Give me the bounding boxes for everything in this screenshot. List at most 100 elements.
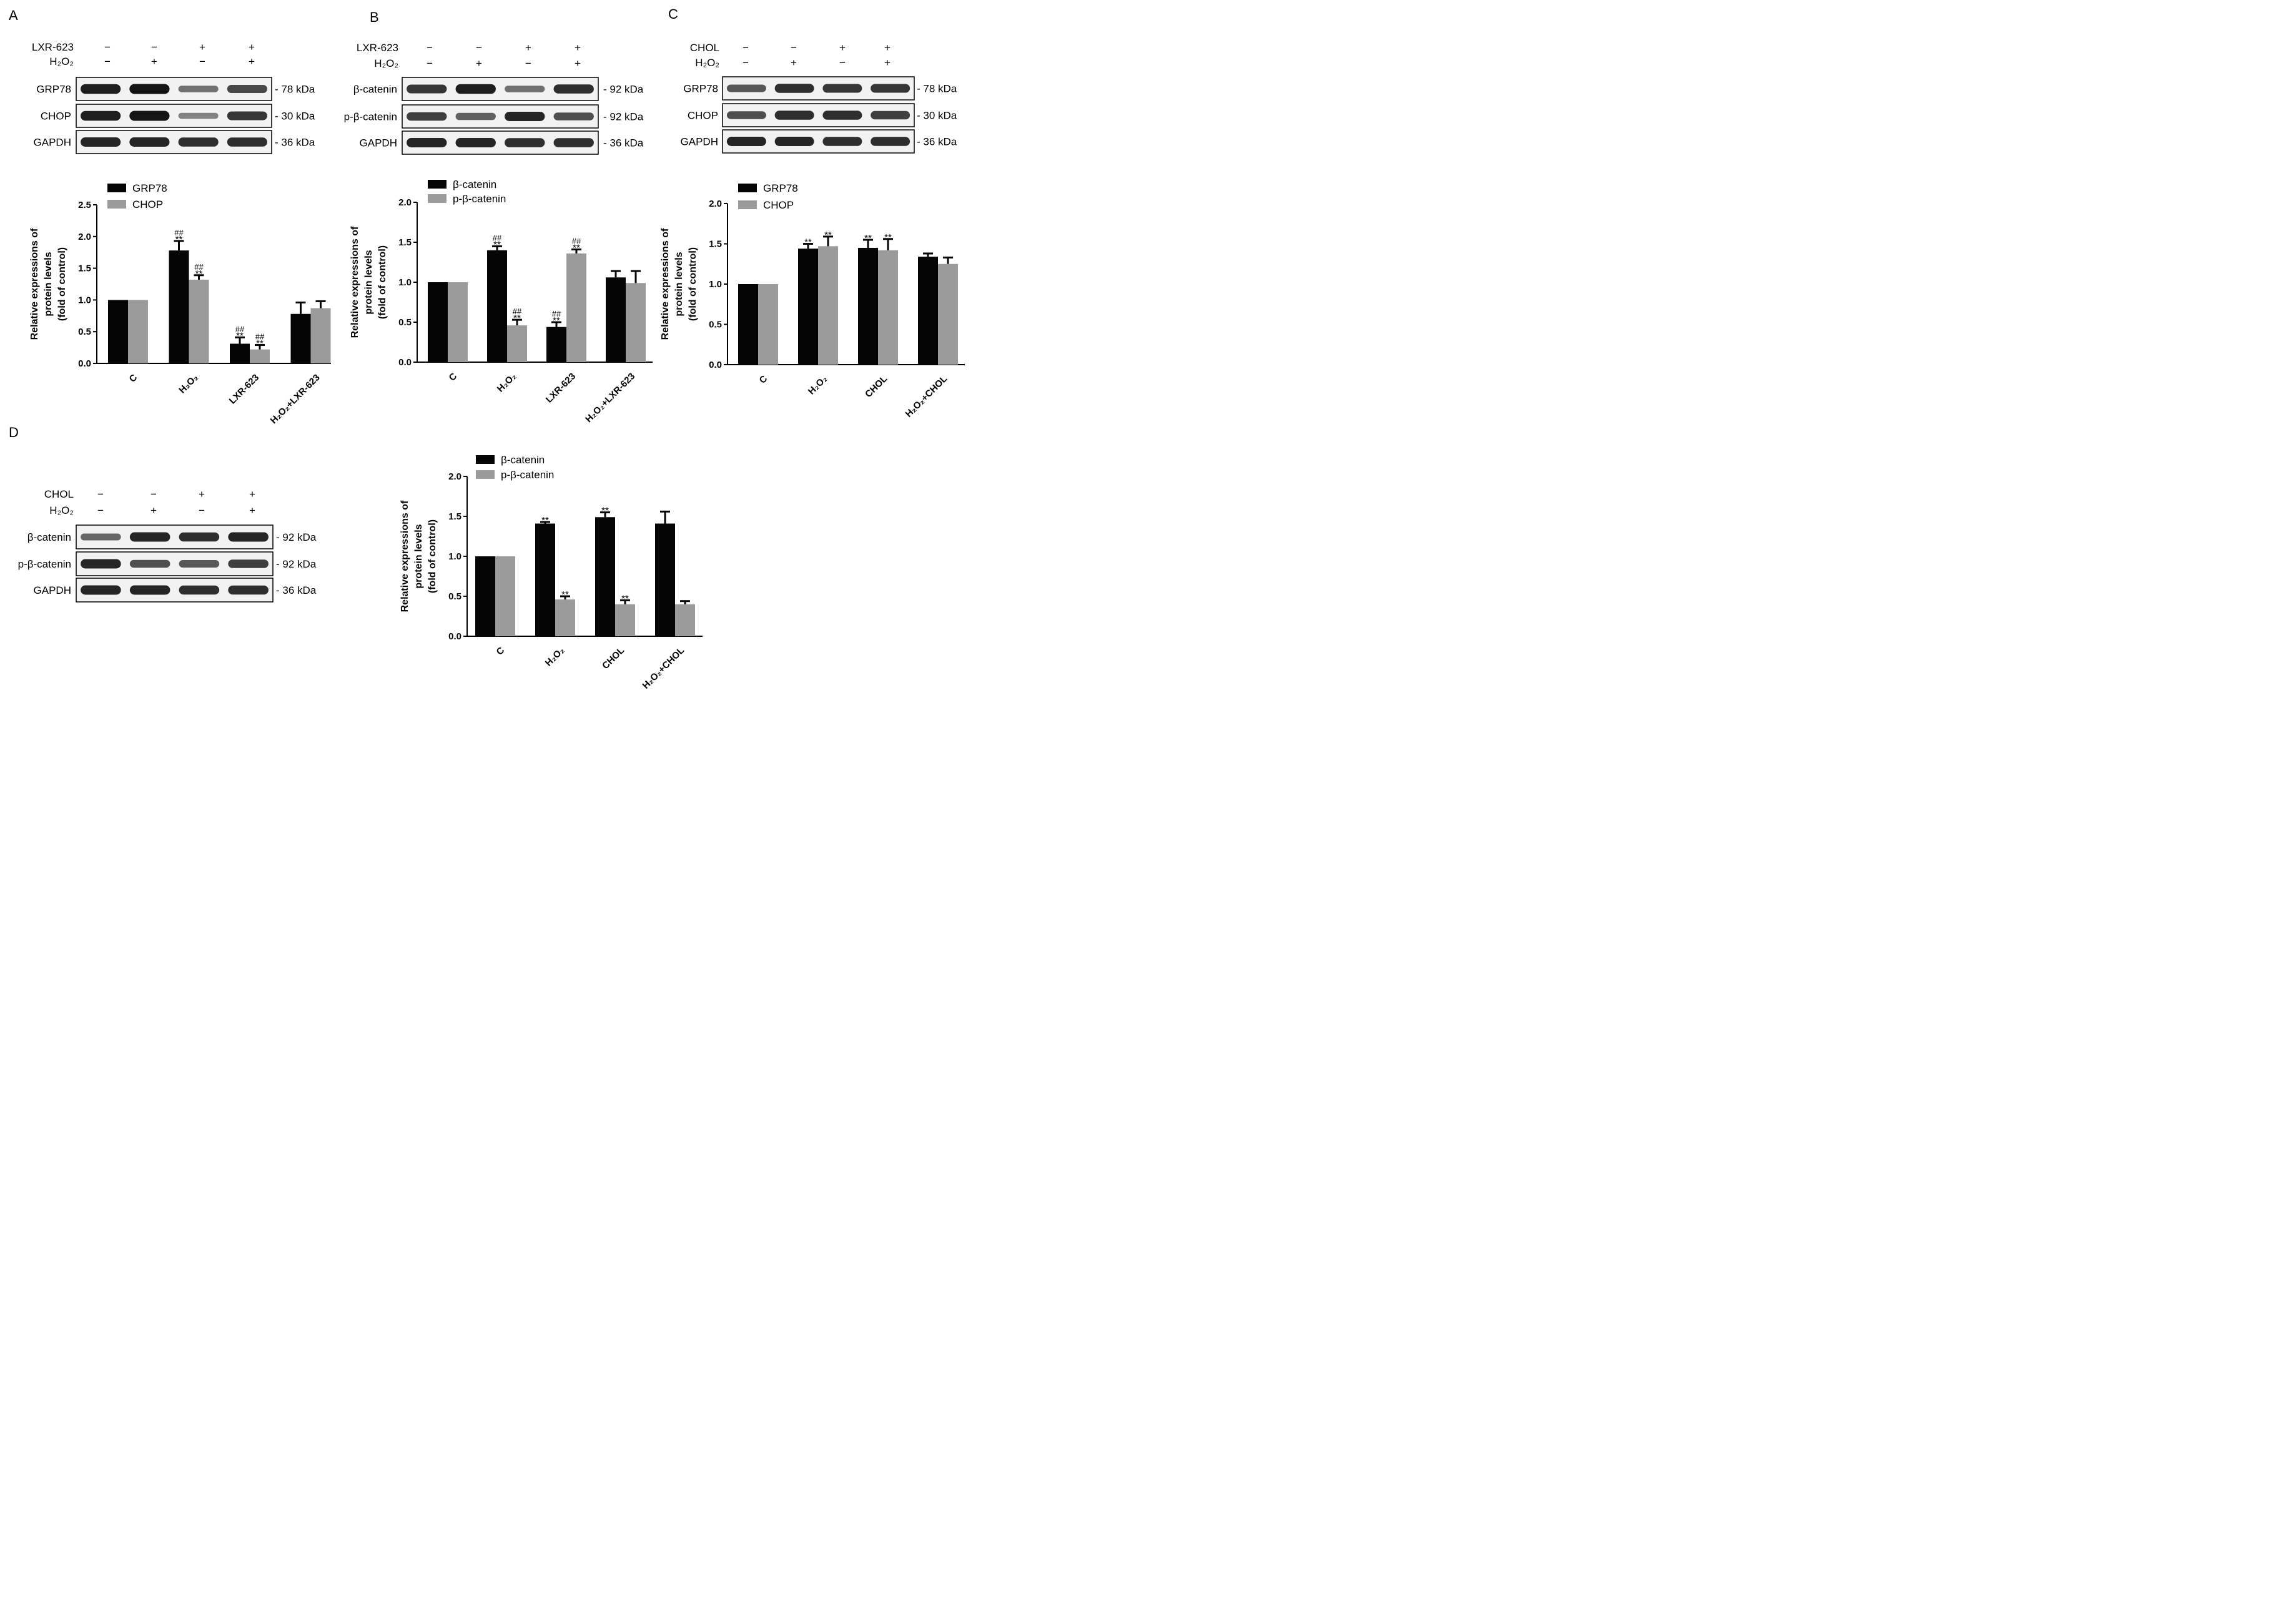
significance-marker: ** [804, 237, 812, 248]
legend-label: p-β-catenin [501, 469, 554, 481]
legend-label: β-catenin [501, 454, 545, 466]
legend-label: β-catenin [453, 179, 496, 190]
significance-marker: ** [236, 330, 244, 341]
panel-letter: D [9, 425, 19, 440]
treatment-sign: + [151, 56, 157, 67]
x-tick-label: CHOL [600, 645, 626, 671]
bar-series2 [878, 250, 898, 365]
y-tick-label: 0.5 [78, 327, 91, 337]
blot-band [81, 533, 121, 541]
blot-band [228, 585, 269, 595]
blot-band [822, 84, 862, 93]
x-tick-label: C [447, 371, 459, 383]
treatment-sign: − [199, 56, 205, 67]
bar-series2 [615, 604, 635, 636]
blot-band [227, 111, 267, 121]
panel-c-chart: 0.0 0.5 1.0 1.5 2.0 Relative expressions of pr… [660, 182, 965, 420]
blot-band [129, 111, 170, 121]
y-axis-label: Relative expressions of [29, 228, 40, 340]
molecular-weight-label: - 30 kDa [275, 111, 315, 122]
treatment-sign: + [249, 488, 255, 500]
protein-label: GAPDH [34, 584, 71, 596]
treatment-sign: + [791, 57, 797, 69]
bar-series1 [475, 556, 495, 636]
figure-canvas: A LXR-623 − − + + H₂O₂ − + − + GRP78 - 78 kDa CHOP - 3… [9, 6, 965, 691]
bar-series2 [507, 325, 527, 362]
blot-band [179, 532, 220, 542]
y-axis-label: protein levels [413, 524, 424, 588]
y-axis-label: (fold of control) [377, 245, 388, 319]
legend-label: p-β-catenin [453, 193, 506, 205]
y-tick-label: 1.0 [448, 551, 461, 562]
legend-label: GRP78 [132, 182, 167, 194]
blot-band [505, 138, 545, 147]
blot-band [455, 112, 496, 121]
blot-band [81, 137, 121, 147]
x-tick-label: CHOL [863, 373, 889, 400]
bar-series2 [555, 599, 575, 636]
significance-marker: ** [175, 234, 183, 245]
protein-label: β-catenin [27, 531, 71, 543]
blot-band [81, 84, 121, 94]
treatment-sign: − [839, 57, 846, 69]
bar-series1 [108, 300, 128, 363]
molecular-weight-label: - 36 kDa [603, 137, 644, 149]
protein-label: GAPDH [34, 137, 71, 149]
panel-c-blot: C CHOL − − + + H₂O₂ − + − + GRP78 - 78 kDa CHOP - 30 k… [668, 6, 957, 154]
protein-label: CHOP [41, 111, 71, 122]
y-axis-label: (fold of control) [57, 247, 67, 321]
y-tick-label: 2.0 [398, 197, 412, 208]
x-tick-label: LXR-623 [544, 371, 578, 405]
molecular-weight-label: - 36 kDa [917, 136, 957, 148]
legend-swatch [476, 455, 495, 464]
treatment-sign: − [97, 488, 104, 500]
treatment-sign: + [151, 504, 157, 516]
bar-series1 [798, 249, 818, 365]
y-tick-label: 1.5 [709, 239, 722, 250]
y-axis-label: protein levels [363, 250, 374, 314]
bar-series2 [495, 556, 515, 636]
significance-marker-hash: ## [174, 228, 184, 237]
bar-series1 [169, 250, 189, 363]
treatment-sign: + [839, 42, 846, 54]
x-tick-label: H₂O₂ [543, 645, 566, 668]
bar-series2 [448, 282, 468, 362]
molecular-weight-label: - 92 kDa [603, 84, 644, 96]
blot-band [81, 559, 121, 569]
treatment-sign: − [151, 488, 157, 500]
blot-band [726, 111, 766, 119]
treatment-label: CHOL [690, 42, 719, 54]
x-tick-label: H₂O₂+CHOL [904, 373, 950, 420]
x-tick-label: H₂O₂+LXR-623 [269, 372, 322, 426]
bar-series2 [818, 246, 838, 365]
bar-series1 [606, 277, 626, 362]
legend-label: CHOP [132, 199, 163, 210]
blot-band [407, 138, 447, 147]
treatment-sign: + [884, 42, 891, 54]
significance-marker: ** [824, 230, 832, 240]
blot-band [178, 112, 219, 119]
legend-swatch [107, 184, 126, 192]
y-tick-label: 0.0 [398, 357, 412, 368]
molecular-weight-label: - 36 kDa [275, 137, 315, 149]
blot-band [505, 86, 545, 92]
significance-marker-hash: ## [513, 307, 522, 316]
x-tick-label: H₂O₂ [495, 371, 518, 394]
significance-marker-hash: ## [572, 237, 581, 246]
y-tick-label: 1.5 [78, 263, 91, 274]
blot-band [871, 84, 910, 93]
significance-marker-hash: ## [235, 324, 245, 333]
significance-marker: ** [864, 233, 872, 244]
bar-series1 [428, 282, 448, 362]
significance-marker: ** [884, 232, 892, 243]
protein-label: GAPDH [360, 137, 397, 149]
treatment-sign: + [525, 42, 531, 54]
blot-band [774, 137, 814, 146]
treatment-label: H₂O₂ [49, 56, 74, 67]
treatment-sign: − [104, 41, 111, 53]
blot-band [129, 84, 170, 94]
legend-swatch [738, 184, 757, 192]
treatment-sign: + [199, 41, 205, 53]
y-tick-label: 2.5 [78, 200, 91, 210]
blot-band [871, 137, 910, 146]
